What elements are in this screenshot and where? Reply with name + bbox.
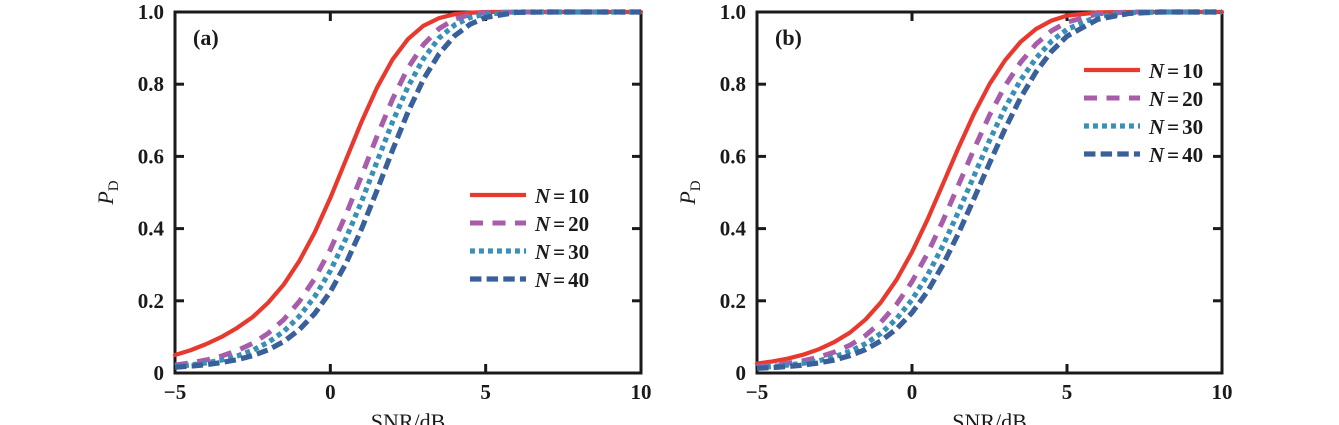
legend-label-n20: N = 20 (534, 212, 589, 236)
curve-n40 (756, 9, 1222, 371)
panel-tag: (a) (193, 25, 219, 50)
x-tick-label: 0 (325, 380, 336, 404)
y-tick-label: 0.8 (720, 72, 746, 96)
legend: N = 10 N = 20 N = 30 N = 40 (1084, 59, 1203, 167)
panel-tag: (b) (775, 25, 802, 50)
y-tick-label: 0 (154, 361, 165, 385)
x-tick-label: −5 (164, 380, 186, 404)
x-tick-label: 5 (480, 380, 491, 404)
legend-label-n40: N = 40 (1148, 143, 1203, 167)
curve-n30 (174, 9, 641, 370)
legend-label-n30: N = 30 (1148, 115, 1203, 139)
curve-n20 (756, 9, 1222, 369)
legend-label-n40: N = 40 (534, 268, 589, 292)
y-tick-label: 0.6 (720, 144, 746, 168)
panel-b: −5 0 5 10 0 0.2 0.4 0.6 0.8 1.0 SNR/dB PD (b) N = 10 N = 2… (582, 0, 1242, 425)
legend-label-n30: N = 30 (534, 240, 589, 264)
y-axis-title: PD (93, 180, 122, 205)
x-tick-label: 5 (1062, 380, 1073, 404)
legend: N = 10 N = 20 N = 30 N = 40 (470, 184, 589, 292)
legend-label-n10: N = 10 (534, 184, 589, 208)
y-tick-label: 0.2 (138, 289, 164, 313)
y-tick-label: 0.6 (138, 144, 164, 168)
legend-label-n20: N = 20 (1148, 87, 1203, 111)
y-tick-label: 0.2 (720, 289, 746, 313)
y-tick-label: 1.0 (720, 0, 746, 24)
x-tick-label: 10 (1212, 380, 1233, 404)
plot-frame (173, 10, 643, 375)
y-tick-label: 0 (736, 361, 747, 385)
x-tick-label: −5 (746, 380, 768, 404)
x-axis-title: SNR/dB (952, 409, 1027, 425)
y-tick-label: 0.4 (138, 217, 165, 241)
y-tick-label: 1.0 (138, 0, 164, 24)
y-tick-label: 0.4 (720, 217, 747, 241)
curve-n30 (756, 9, 1222, 371)
svg-text:PD: PD (675, 180, 704, 205)
curve-n20 (174, 9, 641, 368)
y-tick-label: 0.8 (138, 72, 164, 96)
y-axis-title: PD (675, 180, 704, 205)
plot-frame (755, 10, 1224, 375)
x-axis-title: SNR/dB (371, 409, 446, 425)
legend-label-n10: N = 10 (1148, 59, 1203, 83)
x-tick-label: 10 (631, 380, 652, 404)
x-tick-label: 0 (907, 380, 918, 404)
curve-n40 (174, 9, 641, 370)
svg-text:PD: PD (93, 180, 122, 205)
panel-a: −5 0 5 10 0 0.2 0.4 0.6 0.8 1.0 SNR/dB PD (a) N = 10 N = 2… (0, 0, 660, 425)
